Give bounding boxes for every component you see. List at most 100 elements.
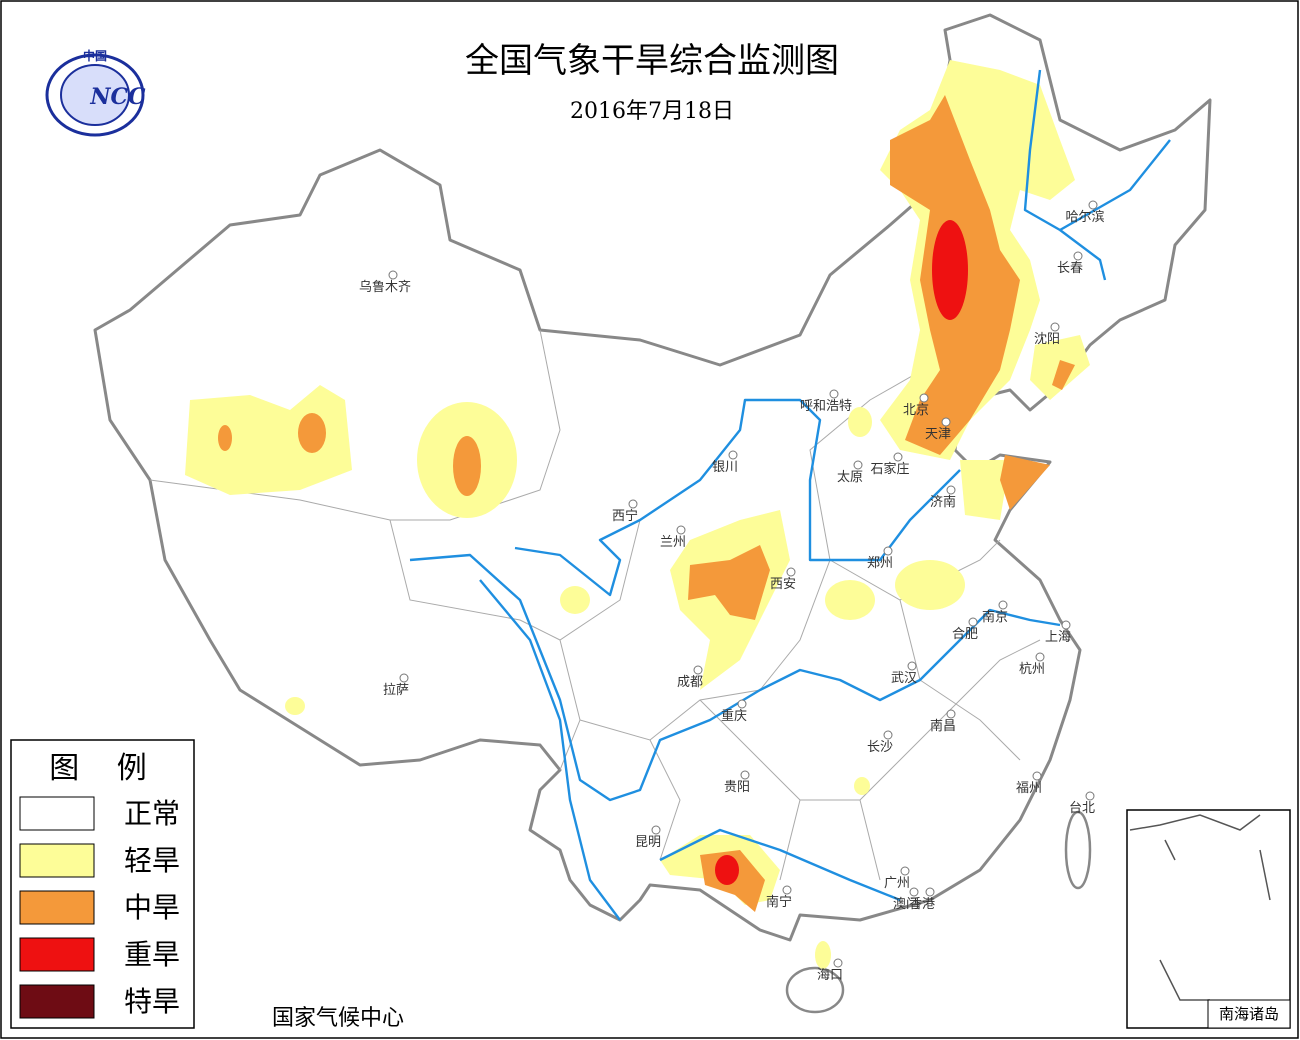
inset-label-box bbox=[1207, 999, 1291, 1029]
city-label: 合肥 bbox=[952, 627, 978, 642]
river bbox=[409, 553, 1061, 802]
inset-lines bbox=[1129, 814, 1271, 1001]
city-label: 济南 bbox=[930, 494, 956, 510]
footer: 国家气候中心 bbox=[272, 1006, 404, 1031]
city-label: 杭州 bbox=[1019, 662, 1045, 677]
legend-swatch bbox=[19, 890, 95, 925]
drought-areas bbox=[185, 60, 1090, 969]
city-marker bbox=[907, 661, 917, 671]
legend-swatch bbox=[19, 984, 95, 1019]
city-label: 北京 bbox=[903, 403, 929, 418]
rivers bbox=[409, 69, 1171, 921]
mild-area bbox=[854, 777, 870, 795]
river bbox=[514, 398, 961, 597]
city-marker bbox=[728, 450, 738, 460]
logo-name: NCC bbox=[89, 84, 146, 110]
city-label: 郑州 bbox=[867, 556, 893, 571]
city-marker bbox=[737, 699, 747, 709]
moderate-area bbox=[453, 436, 481, 496]
city-marker bbox=[946, 709, 956, 719]
city-marker bbox=[693, 665, 703, 675]
city-label: 海口 bbox=[817, 968, 843, 983]
city-marker bbox=[740, 770, 750, 780]
city-marker bbox=[1061, 620, 1071, 630]
map-date: 2016年7月18日 bbox=[570, 99, 734, 124]
city-marker bbox=[628, 499, 638, 509]
city-marker bbox=[941, 417, 951, 427]
city-label: 长春 bbox=[1057, 261, 1083, 276]
city-label: 武汉 bbox=[891, 671, 917, 686]
legend-label: 轻旱 bbox=[124, 844, 180, 877]
city-marker bbox=[883, 546, 893, 556]
city-label: 太原 bbox=[837, 470, 863, 485]
city-label: 银川 bbox=[712, 460, 738, 475]
legend-label: 中旱 bbox=[124, 891, 180, 924]
city-marker bbox=[883, 730, 893, 740]
river bbox=[1023, 69, 1171, 281]
city-label: 天津 bbox=[925, 427, 951, 442]
city-label: 成都 bbox=[677, 675, 703, 690]
mild-area bbox=[185, 385, 352, 495]
inset-box bbox=[1126, 809, 1291, 1029]
city-label: 香港 bbox=[909, 897, 935, 912]
legend-title: 图 例 bbox=[49, 751, 161, 786]
city-label: 南京 bbox=[982, 609, 1008, 625]
city-marker bbox=[919, 393, 929, 403]
legend-label: 特旱 bbox=[124, 985, 180, 1018]
mild-area bbox=[825, 580, 875, 620]
city-label: 台北 bbox=[1069, 801, 1095, 816]
mild-area bbox=[848, 407, 872, 437]
moderate-area bbox=[1000, 455, 1050, 510]
moderate-area bbox=[1052, 360, 1075, 390]
city-marker bbox=[399, 673, 409, 683]
mild-area bbox=[895, 560, 965, 610]
city-marker bbox=[900, 866, 910, 876]
mild-area bbox=[560, 586, 590, 614]
city-marker bbox=[946, 485, 956, 495]
moderate-area bbox=[688, 545, 770, 620]
river bbox=[479, 579, 621, 921]
city-marker bbox=[651, 825, 661, 835]
logo-ring bbox=[45, 53, 145, 137]
city-label: 南宁 bbox=[766, 894, 792, 910]
map-title: 全国气象干旱综合监测图 bbox=[465, 41, 839, 81]
taiwan bbox=[1064, 810, 1092, 890]
logo-globe bbox=[60, 64, 130, 126]
legend-swatch bbox=[19, 843, 95, 878]
city-label: 石家庄 bbox=[870, 461, 909, 477]
city-label: 广州 bbox=[884, 876, 910, 891]
city-label: 澳门 bbox=[893, 896, 919, 912]
mild-area bbox=[285, 697, 305, 715]
border bbox=[149, 329, 561, 521]
city-marker bbox=[786, 567, 796, 577]
city-label: 西宁 bbox=[612, 508, 638, 524]
city-label: 哈尔滨 bbox=[1065, 209, 1104, 225]
city-marker bbox=[925, 887, 935, 897]
logo-top: 中国 bbox=[83, 48, 107, 63]
city-label: 兰州 bbox=[660, 535, 686, 550]
city-marker bbox=[853, 460, 863, 470]
legend-label: 正常 bbox=[124, 797, 180, 830]
legend-box bbox=[10, 739, 195, 1029]
border bbox=[649, 639, 1041, 861]
city-marker bbox=[1073, 251, 1083, 261]
city-label: 呼和浩特 bbox=[800, 399, 852, 414]
city-marker bbox=[968, 617, 978, 627]
inset-label: 南海诸岛 bbox=[1219, 1005, 1279, 1023]
city-label: 乌鲁木齐 bbox=[359, 279, 411, 295]
mild-area bbox=[815, 941, 831, 969]
city-marker bbox=[833, 958, 843, 968]
city-marker bbox=[782, 885, 792, 895]
logo: 中国 NCC bbox=[45, 48, 146, 137]
city-label: 西安 bbox=[770, 577, 796, 592]
city-label: 昆明 bbox=[635, 835, 661, 850]
hainan bbox=[785, 966, 845, 1014]
city-label: 拉萨 bbox=[383, 683, 409, 698]
city-marker bbox=[909, 887, 919, 897]
city-label: 沈阳 bbox=[1034, 332, 1060, 347]
city-marker bbox=[1050, 322, 1060, 332]
city-marker bbox=[388, 270, 398, 280]
